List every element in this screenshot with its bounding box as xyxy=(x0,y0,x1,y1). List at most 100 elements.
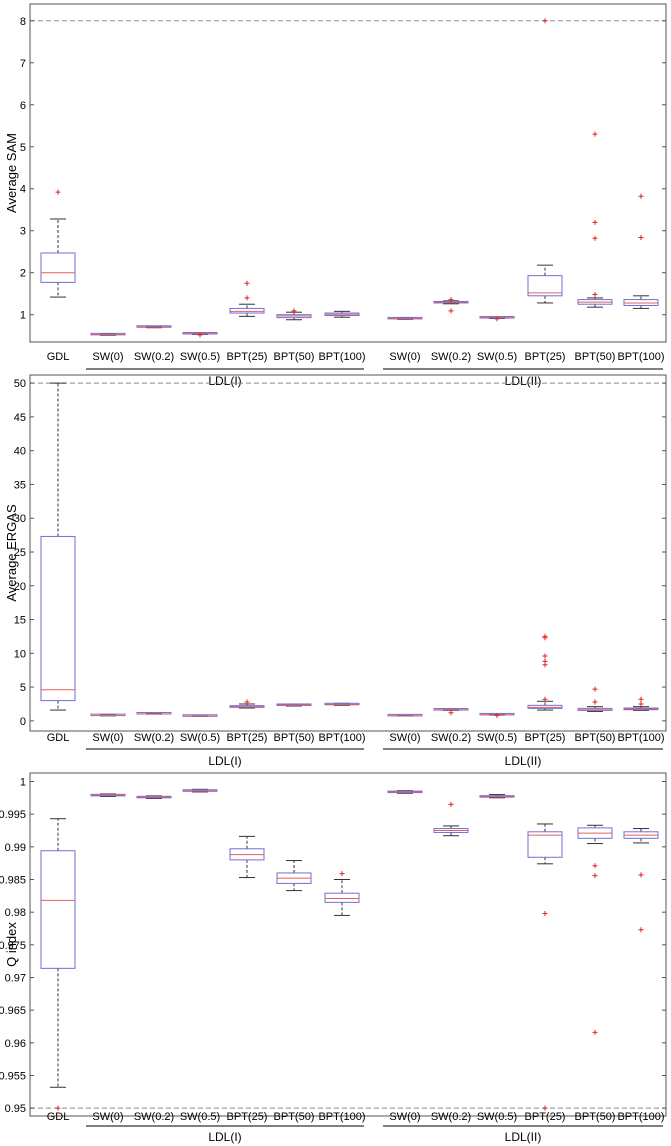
category-label: GDL xyxy=(47,1111,70,1123)
chart-panel-1: 1 2 3 4 5 6 7 8 Average SAM GDL SW(0) SW(0.2) SW(0.5… xyxy=(4,3,667,388)
box-8 xyxy=(387,790,423,794)
y-tick-label: 6 xyxy=(20,100,26,112)
y-tick-label: 0.955 xyxy=(0,1070,26,1082)
box-11 xyxy=(527,633,563,711)
group-label: LDL(I) xyxy=(208,374,241,388)
outlier-marker xyxy=(339,871,345,877)
outlier-marker xyxy=(592,873,598,879)
y-tick-label: 0.97 xyxy=(5,972,26,984)
outlier-marker xyxy=(592,131,598,137)
y-tick-label: 50 xyxy=(14,378,26,390)
y-tick-label: 0.98 xyxy=(5,907,26,919)
category-label: GDL xyxy=(47,351,70,363)
outlier-marker xyxy=(448,801,454,807)
y-tick-label: 1 xyxy=(20,776,26,788)
category-label: BPT(25) xyxy=(227,1111,268,1123)
box-2 xyxy=(90,793,126,798)
y-tick-label: 1 xyxy=(20,310,26,322)
iqr-box xyxy=(527,831,563,858)
iqr-box xyxy=(40,535,76,702)
box-8 xyxy=(387,713,423,717)
outlier-marker xyxy=(448,710,454,716)
iqr-box xyxy=(527,704,563,709)
category-label: BPT(25) xyxy=(525,732,566,744)
outlier-marker xyxy=(638,927,644,933)
category-label: BPT(50) xyxy=(575,351,616,363)
box-3 xyxy=(136,325,172,329)
box-4 xyxy=(182,714,218,717)
category-label: BPT(100) xyxy=(318,351,365,363)
box-3 xyxy=(136,795,172,799)
y-tick-label: 0.985 xyxy=(0,874,26,886)
iqr-box xyxy=(40,252,76,283)
box-5 xyxy=(229,280,265,317)
box-1 xyxy=(40,382,76,711)
category-label: BPT(50) xyxy=(575,1111,616,1123)
y-tick-label: 20 xyxy=(14,581,26,593)
box-10 xyxy=(479,316,515,322)
y-axis-label: Q index xyxy=(4,922,19,967)
box-9 xyxy=(433,801,469,837)
category-label: SW(0) xyxy=(389,1111,420,1123)
box-10 xyxy=(479,712,515,718)
y-axis-label: Average SAM xyxy=(4,133,19,213)
y-tick-label: 5 xyxy=(20,682,26,694)
iqr-box xyxy=(324,892,360,903)
group-label: LDL(II) xyxy=(505,754,542,768)
outlier-marker xyxy=(244,280,250,286)
outlier-marker xyxy=(638,872,644,878)
outlier-marker xyxy=(542,633,548,639)
y-tick-label: 5 xyxy=(20,142,26,154)
category-label: BPT(25) xyxy=(525,1111,566,1123)
category-label: BPT(100) xyxy=(617,1111,664,1123)
y-tick-label: 2 xyxy=(20,268,26,280)
outlier-marker xyxy=(592,219,598,225)
category-label: SW(0.5) xyxy=(180,1111,220,1123)
outlier-marker xyxy=(197,331,203,337)
box-9 xyxy=(433,708,469,716)
outlier-marker xyxy=(638,696,644,702)
group-label: LDL(II) xyxy=(505,374,542,388)
y-tick-label: 8 xyxy=(20,16,26,28)
box-13 xyxy=(623,193,659,309)
category-label: SW(0.5) xyxy=(180,351,220,363)
outlier-marker xyxy=(542,910,548,916)
category-label: BPT(100) xyxy=(318,732,365,744)
outlier-marker xyxy=(638,234,644,240)
plot-frame xyxy=(29,374,667,732)
iqr-box xyxy=(229,307,265,314)
y-tick-label: 0.975 xyxy=(0,940,26,952)
box-3 xyxy=(136,711,172,715)
category-label: BPT(100) xyxy=(617,732,664,744)
y-tick-label: 7 xyxy=(20,58,26,70)
box-2 xyxy=(90,332,126,336)
outlier-marker xyxy=(55,1105,61,1111)
outlier-marker xyxy=(244,699,250,705)
iqr-box xyxy=(40,850,76,969)
category-label: BPT(25) xyxy=(227,351,268,363)
category-label: SW(0.2) xyxy=(134,1111,174,1123)
category-label: SW(0.2) xyxy=(431,732,471,744)
iqr-box xyxy=(527,275,563,297)
box-12 xyxy=(577,824,613,1035)
category-label: SW(0.5) xyxy=(477,732,517,744)
category-label: SW(0) xyxy=(92,732,123,744)
box-6 xyxy=(276,860,312,892)
box-5 xyxy=(229,835,265,879)
category-label: SW(0.2) xyxy=(134,351,174,363)
y-tick-label: 4 xyxy=(20,184,26,196)
outlier-marker xyxy=(592,863,598,869)
group-label: LDL(II) xyxy=(505,1130,542,1144)
outlier-marker xyxy=(55,189,61,195)
outlier-marker xyxy=(542,1105,548,1111)
outlier-marker xyxy=(494,316,500,322)
box-6 xyxy=(276,308,312,321)
category-label: SW(0.2) xyxy=(431,351,471,363)
group-label: LDL(I) xyxy=(208,754,241,768)
box-13 xyxy=(623,828,659,933)
outlier-marker xyxy=(592,235,598,241)
box-12 xyxy=(577,686,613,712)
outlier-marker xyxy=(542,653,548,659)
y-tick-label: 35 xyxy=(14,479,26,491)
category-label: SW(0.5) xyxy=(477,1111,517,1123)
